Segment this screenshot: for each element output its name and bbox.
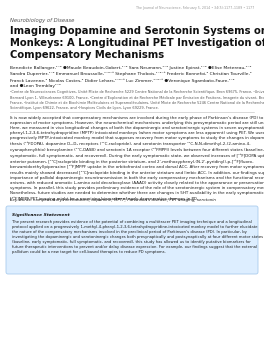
Text: Key words: compensatory mechanisms; dopamine; MPTP; Parkinson’s disease; PET ima: Key words: compensatory mechanisms; dopa…: [10, 198, 216, 202]
Text: ¹Centre de Neurosciences Cognitives, Unité Mixte de Recherche 5229 Centre Nation: ¹Centre de Neurosciences Cognitives, Uni…: [10, 90, 264, 110]
Text: Significance Statement: Significance Statement: [12, 213, 70, 217]
Text: The Journal of Neuroscience, February 5, 2014 • 34(5):1177–1189 • 1177: The Journal of Neuroscience, February 5,…: [136, 6, 254, 10]
FancyBboxPatch shape: [6, 206, 258, 274]
Text: Neurobiology of Disease: Neurobiology of Disease: [10, 18, 74, 23]
Text: Benedicte Ballanger,¹⁻² ●Maude Beaudoin-Gobert,¹⁻² Sara Neumann,¹⁻² Justine Epin: Benedicte Ballanger,¹⁻² ●Maude Beaudoin-…: [10, 66, 252, 88]
Text: Imaging Dopamine and Serotonin Systems on MPTP
Monkeys: A Longitudinal PET Inves: Imaging Dopamine and Serotonin Systems o…: [10, 26, 264, 60]
Text: It is now widely accepted that compensatory mechanisms are involved during the e: It is now widely accepted that compensat…: [10, 116, 264, 201]
Text: The present research provides evidence of the potential of combining a multitrac: The present research provides evidence o…: [12, 220, 263, 254]
